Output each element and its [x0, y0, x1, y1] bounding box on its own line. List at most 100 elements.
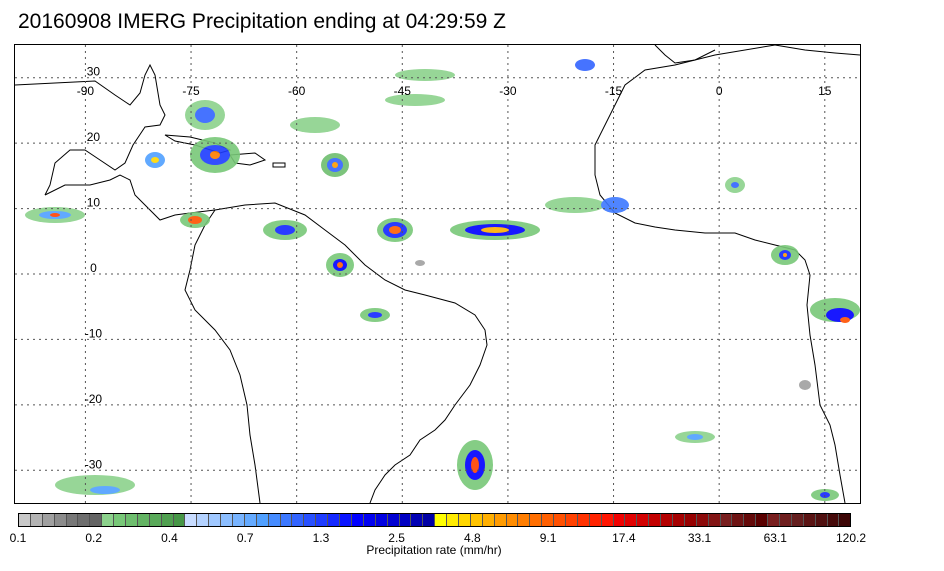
- colorbar-label: 120.2: [835, 531, 867, 545]
- colorbar-label: 9.1: [539, 531, 557, 545]
- colorbar-swatch: [256, 514, 269, 526]
- colorbar-swatch: [114, 514, 127, 526]
- colorbar-swatch: [66, 514, 79, 526]
- colorbar-swatch: [161, 514, 174, 526]
- colorbar-swatch: [292, 514, 305, 526]
- colorbar-swatch: [756, 514, 769, 526]
- colorbar-swatch: [304, 514, 317, 526]
- colorbar-label: 1.3: [312, 531, 330, 545]
- colorbar-label: 2.5: [388, 531, 405, 545]
- colorbar-swatch: [316, 514, 329, 526]
- colorbar-swatch: [506, 514, 519, 526]
- colorbar-swatch: [78, 514, 91, 526]
- colorbar-swatch: [530, 514, 543, 526]
- colorbar-swatch: [185, 514, 198, 526]
- colorbar-swatch: [387, 514, 400, 526]
- colorbar-swatch: [637, 514, 650, 526]
- colorbar-swatch: [815, 514, 828, 526]
- colorbar-swatch: [280, 514, 293, 526]
- latitude-label: -10: [85, 326, 103, 340]
- colorbar-swatch: [661, 514, 673, 526]
- colorbar-swatch: [649, 514, 662, 526]
- colorbar-label: 0.7: [236, 531, 254, 545]
- colorbar-swatch: [720, 514, 733, 526]
- colorbar-swatch: [565, 514, 578, 526]
- map-canvas: -90 -75 -60 -45 -30 -15 0 15 30 20 10 0 -10 -20 -30: [15, 45, 860, 503]
- colorbar-swatch: [613, 514, 626, 526]
- colorbar-label: 63.1: [763, 531, 787, 545]
- north-america-coast: [15, 63, 166, 196]
- colorbar-swatch: [351, 514, 364, 526]
- colorbar-swatch: [363, 514, 376, 526]
- colorbar-swatch: [791, 514, 804, 526]
- colorbar-swatch: [54, 514, 67, 526]
- longitude-label: 0: [716, 84, 723, 98]
- precipitation-map: -90 -75 -60 -45 -30 -15 0 15 30 20 10 0 -10 -20 -30: [14, 44, 861, 504]
- colorbar-swatch: [708, 514, 721, 526]
- colorbar-swatch: [780, 514, 792, 526]
- colorbar-title: Precipitation rate (mm/hr): [366, 543, 502, 557]
- colorbar-label: 0.2: [85, 531, 103, 545]
- colorbar-swatch: [340, 514, 352, 526]
- colorbar-swatch: [42, 514, 55, 526]
- longitude-label: -60: [288, 84, 306, 98]
- colorbar-swatch: [328, 514, 341, 526]
- colorbar-swatch: [458, 514, 471, 526]
- south-america-west-coast: [184, 209, 261, 503]
- colorbar-swatch: [542, 514, 555, 526]
- colorbar-swatch: [684, 514, 697, 526]
- colorbar-swatch: [827, 514, 840, 526]
- colorbar-swatch: [732, 514, 745, 526]
- colorbar-swatch: [435, 514, 448, 526]
- mediterranean-coast: [774, 45, 860, 56]
- africa-coast: [594, 45, 846, 503]
- longitude-label: -75: [182, 84, 200, 98]
- chart-title: 20160908 IMERG Precipitation ending at 0…: [18, 10, 506, 33]
- latitude-label: 30: [87, 65, 101, 79]
- colorbar-swatch: [102, 514, 115, 526]
- longitude-label: -90: [77, 84, 95, 98]
- colorbar-label: 4.8: [464, 531, 481, 545]
- south-america-coast: [214, 202, 488, 503]
- longitude-labels: -90 -75 -60 -45 -30 -15 0 15: [77, 84, 832, 98]
- longitude-label: -45: [394, 84, 412, 98]
- latitude-label: -30: [85, 457, 103, 471]
- colorbar-label: 33.1: [687, 531, 712, 545]
- latitude-labels: 30 20 10 0 -10 -20 -30: [85, 65, 103, 472]
- colorbar-label: 0.4: [161, 531, 178, 545]
- iberia-coast: [654, 45, 716, 64]
- colorbar-swatch: [411, 514, 424, 526]
- colorbar-swatch: [447, 514, 459, 526]
- colorbar-swatch: [744, 514, 757, 526]
- colorbar-swatch: [90, 514, 103, 526]
- colorbar-swatch: [589, 514, 602, 526]
- colorbar-swatch: [173, 514, 186, 526]
- colorbar-swatch: [423, 514, 436, 526]
- colorbar-swatch: [494, 514, 507, 526]
- colorbar-swatch: [482, 514, 495, 526]
- colorbar-swatch: [375, 514, 388, 526]
- latitude-label: 20: [87, 130, 101, 144]
- colorbar-swatch: [197, 514, 210, 526]
- colorbar-swatch: [803, 514, 816, 526]
- colorbar-swatch: [30, 514, 43, 526]
- colorbar-swatch: [577, 514, 590, 526]
- puerto-rico-coast: [272, 162, 286, 168]
- precipitation-field: [25, 59, 860, 501]
- longitude-label: -15: [605, 84, 623, 98]
- colorbar-swatch: [768, 514, 780, 526]
- map-gridlines: [15, 45, 860, 503]
- colorbar: [18, 513, 851, 527]
- colorbar-label: 0.1: [9, 531, 27, 545]
- colorbar-swatch: [601, 514, 614, 526]
- colorbar-swatch: [696, 514, 709, 526]
- colorbar-swatch: [518, 514, 531, 526]
- colorbar-swatch: [233, 514, 245, 526]
- longitude-label: 15: [818, 84, 832, 98]
- latitude-label: 0: [90, 261, 97, 275]
- colorbar-swatch: [839, 514, 851, 526]
- colorbar-swatch: [268, 514, 281, 526]
- colorbar-swatch: [19, 514, 31, 526]
- latitude-label: -20: [85, 392, 103, 406]
- colorbar-swatch: [554, 514, 566, 526]
